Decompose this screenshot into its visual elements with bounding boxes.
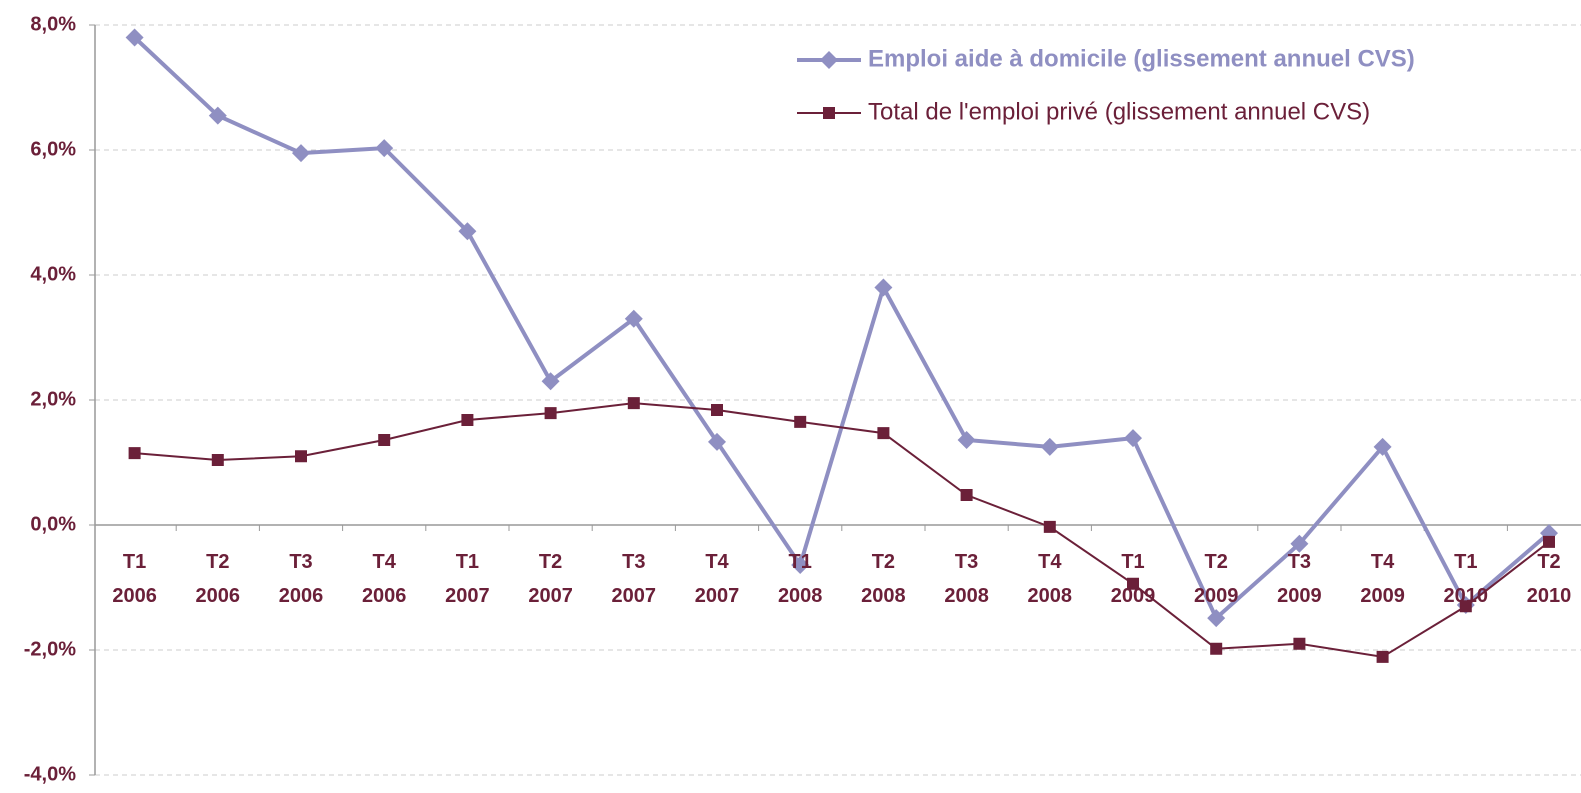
data-point: [208, 106, 227, 125]
x-tick-label: T2 2006: [195, 551, 241, 607]
x-tick-label: T3 2008: [944, 551, 989, 607]
data-point: [375, 139, 394, 158]
x-tick-label: T2 2010: [1526, 551, 1572, 607]
y-tick-label: 0,0%: [30, 513, 76, 535]
y-tick-label: -4,0%: [24, 763, 76, 785]
x-tick-label: T1 2007: [445, 551, 490, 607]
x-tick-label: T1 2006: [112, 551, 157, 607]
data-point: [125, 28, 144, 47]
data-point: [1124, 429, 1142, 448]
data-point: [1290, 534, 1309, 553]
data-point: [1040, 437, 1059, 456]
x-tick-label: T2 2009: [1193, 551, 1239, 607]
data-point: [874, 278, 893, 297]
x-tick-label: T4 2006: [361, 551, 407, 607]
data-point: [1459, 600, 1472, 613]
x-tick-label: T3 2009: [1277, 551, 1322, 607]
data-point: [960, 489, 973, 501]
y-tick-label: 6,0%: [30, 138, 76, 160]
data-point: [794, 415, 807, 428]
data-point: [877, 427, 890, 440]
legend-label: Total de l'emploi privé (glissement annu…: [868, 98, 1370, 125]
data-point: [1043, 520, 1056, 533]
series-line: [133, 36, 1551, 622]
y-tick-label: 2,0%: [30, 388, 76, 410]
data-point: [211, 454, 224, 466]
data-point: [458, 222, 477, 241]
x-tick-label: T2 2008: [861, 551, 906, 607]
x-tick-label: T3 2006: [278, 551, 324, 607]
x-tick-label: T3 2007: [611, 551, 657, 607]
data-point: [128, 447, 141, 460]
data-point: [541, 372, 560, 391]
x-tick-label: T1 2009: [1110, 551, 1156, 607]
data-point: [1543, 535, 1555, 548]
data-point: [624, 309, 643, 328]
data-point: [1376, 650, 1389, 663]
x-tick-label: T1 2008: [777, 551, 823, 607]
data-point: [1293, 637, 1306, 650]
x-tick-label: T4 2009: [1360, 551, 1405, 607]
legend-label: Emploi aide à domicile (glissement annue…: [868, 45, 1415, 72]
data-point: [1207, 609, 1226, 628]
x-tick-label: T1 2010: [1443, 551, 1489, 607]
data-point: [627, 397, 640, 410]
data-point: [378, 434, 391, 446]
data-point: [1210, 642, 1223, 655]
data-point: [1373, 437, 1392, 456]
y-tick-label: 4,0%: [30, 263, 76, 285]
data-point: [292, 144, 310, 163]
data-point: [791, 556, 810, 574]
series-line: [134, 402, 1550, 658]
x-tick-label: T4 2008: [1027, 551, 1073, 607]
x-tick-label: T4 2007: [694, 551, 740, 607]
data-point: [295, 450, 307, 463]
data-point: [711, 404, 723, 416]
data-point: [708, 432, 726, 451]
legend-marker: [820, 51, 838, 69]
data-point: [544, 407, 557, 420]
x-tick-label: T2 2007: [528, 551, 573, 607]
y-tick-label: -2,0%: [24, 638, 76, 660]
data-point: [957, 431, 976, 449]
y-tick-label: 8,0%: [30, 13, 76, 35]
data-point: [1127, 577, 1139, 590]
data-point: [461, 414, 474, 426]
legend-marker: [823, 107, 835, 119]
